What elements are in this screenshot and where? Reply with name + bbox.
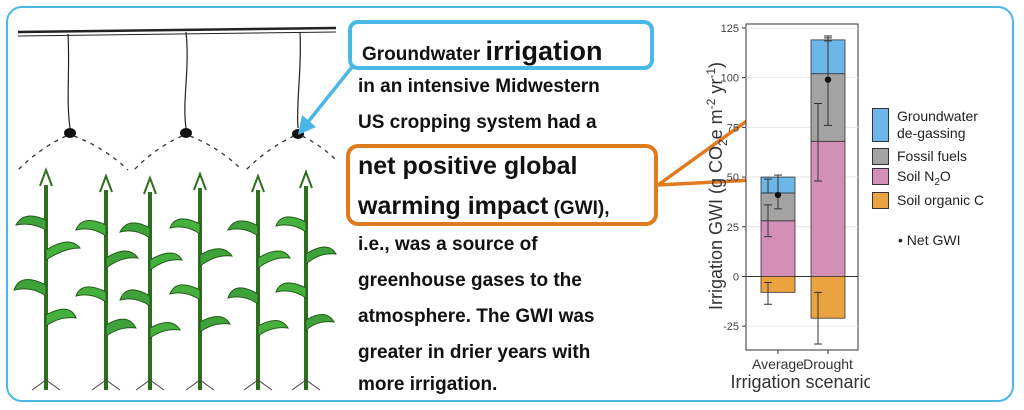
ylabel-superscript: -1 xyxy=(704,68,718,79)
callout-line-1: Groundwater irrigation xyxy=(362,36,603,67)
legend-item: Soil N2O xyxy=(872,168,951,191)
callout-line-2: in an intensive Midwestern xyxy=(358,76,600,97)
spray-lines xyxy=(17,135,337,171)
callout-line-5-small: (GWI), xyxy=(548,198,610,219)
callout-line-10: more irrigation. xyxy=(358,374,498,395)
error-bars xyxy=(764,35,832,345)
y-tick-label: 100 xyxy=(721,73,739,85)
bar-segment xyxy=(810,140,846,277)
net-gwi-point xyxy=(774,191,782,199)
y-tick-label: 50 xyxy=(727,172,739,184)
callout-line-3: US cropping system had a xyxy=(358,112,597,133)
legend-label: Soil organic C xyxy=(897,192,985,208)
corn-plants xyxy=(13,167,337,390)
y-tick-label: 75 xyxy=(727,122,739,134)
legend-swatch xyxy=(872,108,889,142)
y-tick-label: 125 xyxy=(721,23,739,35)
x-tick-label: Drought xyxy=(803,356,853,372)
net-gwi-point xyxy=(824,76,832,83)
ylabel-part: e m xyxy=(706,109,726,139)
y-tick-label: 0 xyxy=(733,271,739,283)
bar-segment xyxy=(760,220,796,277)
ylabel-subscript: 2 xyxy=(716,139,730,146)
bar-segment xyxy=(760,276,796,293)
ylabel-superscript: -2 xyxy=(704,98,718,109)
sprinkler-drops xyxy=(67,31,301,129)
x-axis-label: Irrigation scenario xyxy=(730,372,870,392)
bar-segment xyxy=(810,276,846,319)
x-axis-ticks: Average Drought xyxy=(752,350,853,372)
ylabel-part: ) xyxy=(706,62,726,68)
sprinkler-heads xyxy=(64,128,304,139)
legend-swatch xyxy=(872,168,889,185)
legend-swatch xyxy=(872,192,889,209)
net-gwi-legend: • Net GWI xyxy=(898,232,960,248)
ylabel-part: yr xyxy=(706,79,726,99)
legend-item: Fossil fuels xyxy=(872,148,967,165)
legend-label: Soil N2O xyxy=(897,168,951,188)
callout-line-5: warming impact (GWI), xyxy=(358,192,610,221)
legend-swatch xyxy=(872,148,889,165)
y-axis-ticks: -25 0 25 50 75 100 125 xyxy=(721,23,746,333)
callout-line-7: greenhouse gases to the xyxy=(358,270,582,291)
callout-line-8: atmosphere. The GWI was xyxy=(358,306,595,327)
legend-item: Soil organic C xyxy=(872,192,984,209)
y-axis-label: Irrigation GWI (g CO2e m-2 yr-1) xyxy=(704,62,730,310)
irrigation-pipe xyxy=(17,26,337,37)
callout-line-6: i.e., was a source of xyxy=(358,234,538,255)
outer-frame xyxy=(6,6,1014,402)
callout-line-1-prefix: Groundwater xyxy=(362,44,486,65)
callout-line-4: net positive global xyxy=(358,152,578,180)
y-tick-label: -25 xyxy=(723,321,739,333)
gwi-stacked-bar-chart: -25 0 25 50 75 100 125 Average Drought Irrigati… xyxy=(704,23,870,392)
legend-label: Fossil fuels xyxy=(897,148,968,164)
irrigation-highlight-box xyxy=(348,20,654,70)
net-gwi-label: Net GWI xyxy=(906,232,961,248)
blue-pointer-arrow xyxy=(298,65,354,135)
legend-item: Groundwater de-gassing xyxy=(872,108,978,142)
ylabel-part: Irrigation GWI (g CO xyxy=(706,146,726,310)
callout-line-5-main: warming impact xyxy=(358,192,549,220)
ground-roots xyxy=(31,379,321,391)
legend-label: Groundwater de-gassing xyxy=(897,108,978,141)
callout-line-9: greater in drier years with xyxy=(358,342,591,363)
gwi-highlight-box xyxy=(346,144,658,226)
callout-irrigation-emph: irrigation xyxy=(485,36,603,66)
x-tick-label: Average xyxy=(752,356,804,372)
y-tick-label: 25 xyxy=(727,222,739,234)
corn-irrigation-illustration xyxy=(13,26,337,391)
net-gwi-dot-icon: • xyxy=(898,232,903,248)
